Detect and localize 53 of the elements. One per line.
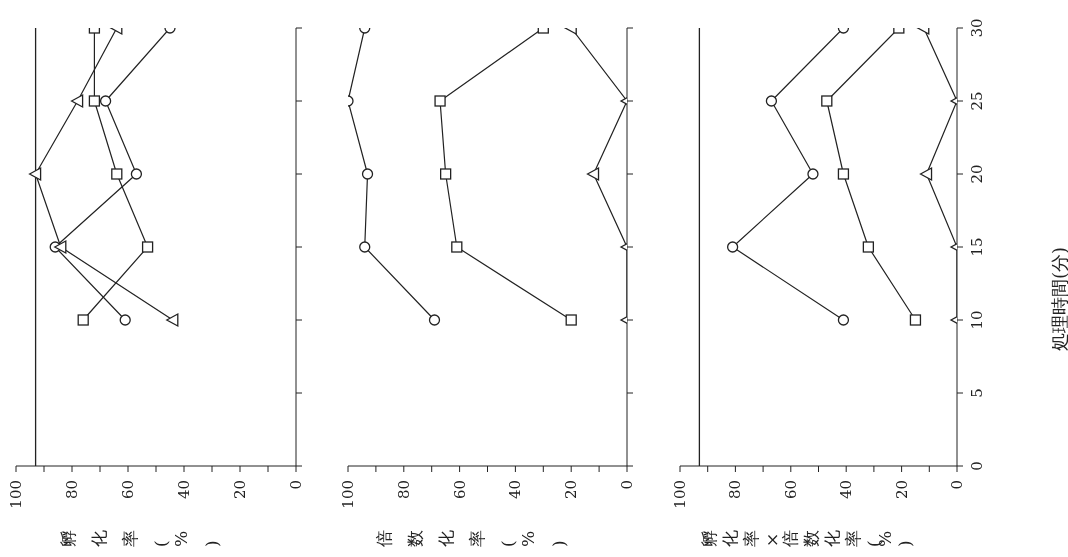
x-tick-label: 0 (287, 480, 305, 490)
point (54, 240, 67, 254)
x-tick-label: 100 (671, 480, 689, 509)
x-axis-title: 孵化率×倍数化率(%) (699, 526, 916, 547)
x-tick-label: 100 (339, 480, 357, 509)
point (862, 241, 875, 253)
point (77, 314, 89, 326)
point (909, 314, 922, 326)
point (361, 168, 374, 180)
y-tick-label: 5 (968, 388, 986, 398)
y-tick-label: 10 (968, 310, 986, 330)
point (807, 168, 819, 180)
x-tick-label: 60 (781, 480, 800, 500)
point (141, 241, 154, 253)
x-tick-label: 40 (175, 480, 193, 500)
x-tick-label: 80 (63, 480, 81, 500)
point (28, 167, 42, 181)
x-tick-label: 0 (948, 480, 966, 490)
point (119, 314, 131, 326)
x-tick-label: 100 (7, 480, 25, 509)
x-tick-label: 60 (450, 480, 469, 500)
point (359, 241, 371, 253)
x-axis-title: 孵化率(%) (57, 516, 222, 547)
point (821, 95, 833, 107)
x-tick-label: 40 (506, 480, 525, 500)
x-tick-label: 20 (231, 480, 249, 500)
x-tick-label: 40 (837, 480, 856, 500)
x-tick-label: 20 (892, 480, 911, 500)
point (765, 95, 778, 107)
point (88, 95, 101, 107)
x-tick-label: 0 (618, 480, 636, 490)
point (70, 94, 84, 108)
x-tick-label: 60 (119, 480, 137, 500)
y-tick-label: 30 (968, 18, 986, 38)
point (837, 168, 850, 180)
y-tick-label: 0 (968, 461, 986, 471)
point (99, 95, 112, 107)
x-tick-label: 20 (562, 480, 581, 500)
y-tick-label: 25 (968, 91, 986, 111)
point (166, 313, 179, 327)
x-axis-title: 倍数化率(%) (373, 516, 569, 547)
point (130, 168, 143, 180)
point (440, 168, 452, 180)
y-tick-label: 20 (968, 164, 986, 184)
x-tick-label: 80 (726, 480, 745, 500)
point (428, 314, 441, 326)
point (451, 241, 463, 253)
point (726, 241, 739, 253)
point (837, 314, 850, 326)
point (434, 95, 446, 107)
x-tick-label: 80 (394, 480, 413, 500)
y-tick-label: 15 (968, 237, 986, 257)
point (111, 168, 123, 180)
